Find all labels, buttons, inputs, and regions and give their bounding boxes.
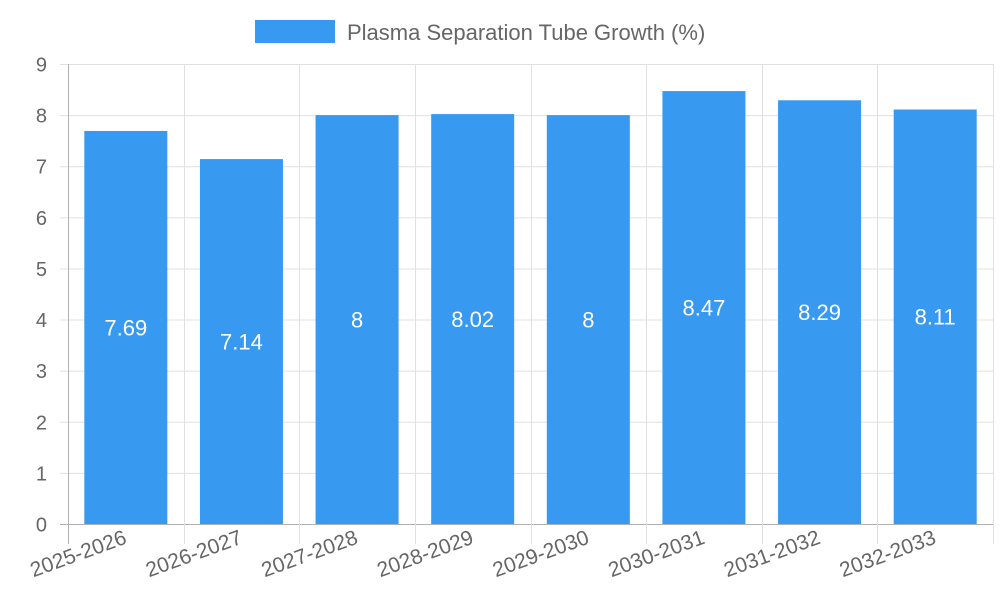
- data-label: 7.69: [104, 315, 147, 340]
- y-tick-label: 4: [36, 310, 47, 332]
- y-tick-label: 7: [36, 157, 47, 179]
- bar: [84, 130, 168, 524]
- bar: [662, 91, 746, 524]
- bar: [893, 109, 977, 524]
- data-label: 8: [582, 308, 594, 333]
- y-tick-label: 9: [36, 55, 47, 77]
- bar: [778, 100, 862, 525]
- y-tick-label: 8: [36, 106, 47, 128]
- legend[interactable]: Plasma Separation Tube Growth (%): [255, 20, 705, 45]
- y-tick-label: 5: [36, 259, 47, 281]
- x-tick-label: 2027-2028: [259, 526, 361, 582]
- data-label: 8.11: [915, 305, 956, 330]
- y-tick-label: 3: [36, 361, 47, 383]
- x-tick-label: 2029-2030: [490, 526, 592, 582]
- y-tick-label: 0: [36, 515, 47, 537]
- data-label: 8.02: [451, 307, 494, 332]
- x-tick-label: 2032-2033: [837, 526, 939, 582]
- data-label: 8.47: [683, 296, 726, 321]
- y-tick-label: 6: [36, 208, 47, 230]
- data-label: 8: [351, 308, 363, 333]
- legend-label: Plasma Separation Tube Growth (%): [347, 20, 705, 45]
- legend-swatch: [255, 20, 335, 43]
- bar: [315, 115, 399, 524]
- data-label: 8.29: [798, 300, 841, 325]
- bar: [431, 114, 515, 524]
- bar: [546, 115, 630, 524]
- y-tick-label: 1: [36, 463, 47, 485]
- x-tick-label: 2026-2027: [143, 526, 245, 582]
- data-label: 7.14: [220, 330, 263, 355]
- y-tick-label: 2: [36, 412, 47, 434]
- x-tick-label: 2028-2029: [374, 526, 476, 582]
- x-tick-label: 2031-2032: [721, 526, 823, 582]
- x-tick-label: 2030-2031: [605, 526, 707, 582]
- bar: [199, 159, 283, 525]
